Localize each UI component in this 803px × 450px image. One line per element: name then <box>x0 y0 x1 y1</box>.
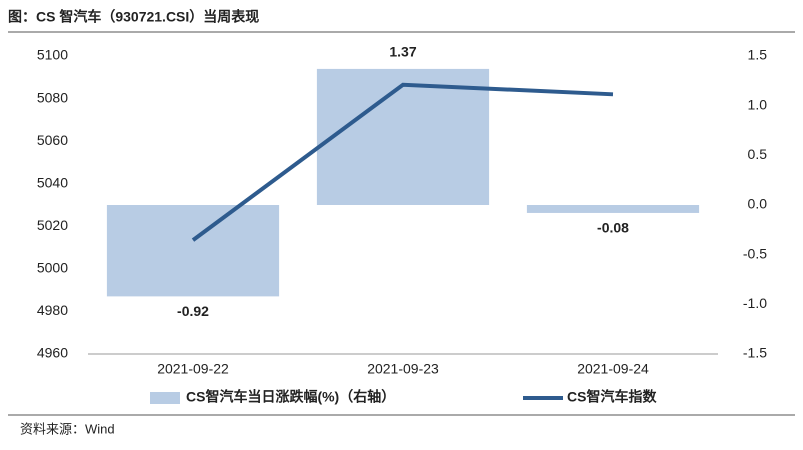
y-tick-label: 5100 <box>37 47 68 63</box>
y2-tick-label: -1.5 <box>743 345 767 361</box>
y2-tick-label: -0.5 <box>743 245 767 261</box>
y-tick-label: 5020 <box>37 217 68 233</box>
bar <box>316 68 490 205</box>
x-tick-label: 2021-09-23 <box>367 361 439 377</box>
y2-tick-label: 1.0 <box>748 96 768 112</box>
data-label: 1.37 <box>389 44 416 60</box>
data-label: -0.92 <box>177 303 209 319</box>
y2-tick-label: 0.5 <box>748 146 768 162</box>
y-tick-label: 5040 <box>37 174 68 190</box>
legend-swatch <box>150 392 180 404</box>
data-label: -0.08 <box>597 220 629 236</box>
y-tick-label: 5000 <box>37 260 68 276</box>
legend-label: CS智汽车当日涨跌幅(%)（右轴） <box>186 389 395 405</box>
y2-tick-label: -1.0 <box>743 295 767 311</box>
y2-tick-label: 1.5 <box>748 47 768 63</box>
y-tick-label: 4960 <box>37 345 68 361</box>
y2-tick-label: 0.0 <box>748 196 768 212</box>
x-tick-label: 2021-09-22 <box>157 361 229 377</box>
bar <box>526 205 700 213</box>
y-tick-label: 4980 <box>37 302 68 318</box>
chart-title: 图：CS 智汽车（930721.CSI）当周表现 <box>8 9 259 25</box>
legend-label: CS智汽车指数 <box>567 389 657 405</box>
y-tick-label: 5080 <box>37 89 68 105</box>
bar <box>106 205 280 297</box>
line <box>191 82 614 242</box>
y-tick-label: 5060 <box>37 132 68 148</box>
source-note: 资料来源：Wind <box>20 421 115 436</box>
x-tick-label: 2021-09-24 <box>577 361 649 377</box>
